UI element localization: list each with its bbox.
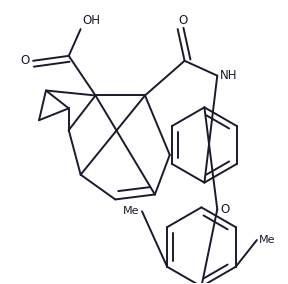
Text: Me: Me — [123, 206, 139, 216]
Text: OH: OH — [83, 14, 101, 27]
Text: NH: NH — [220, 69, 238, 82]
Text: O: O — [179, 14, 188, 27]
Text: Me: Me — [259, 235, 275, 245]
Text: O: O — [220, 203, 230, 216]
Text: O: O — [21, 54, 30, 67]
